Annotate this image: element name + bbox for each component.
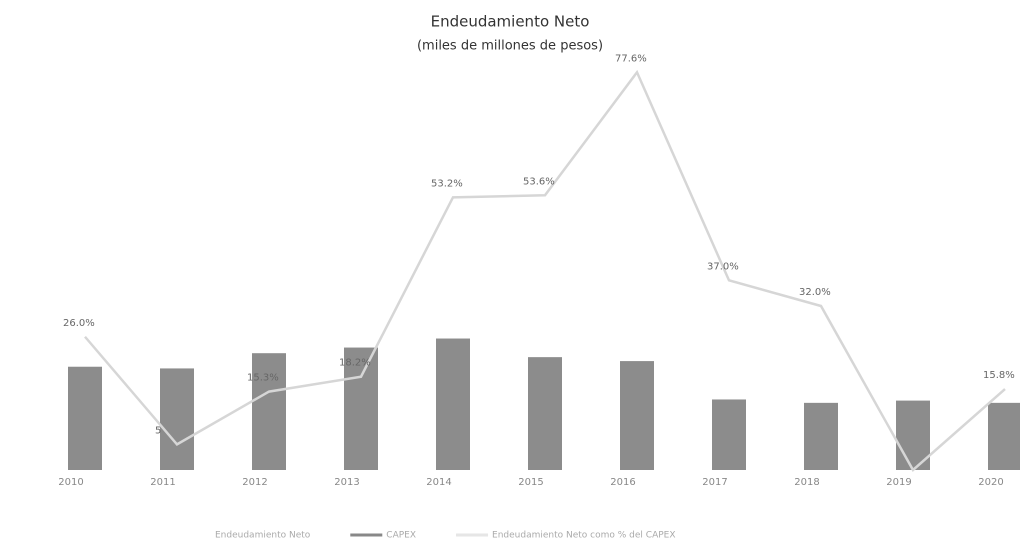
bar: [712, 399, 746, 470]
x-tick-label: 2018: [794, 477, 819, 488]
x-tick-label: 2015: [518, 477, 543, 488]
x-tick-label: 2013: [334, 477, 359, 488]
bar: [620, 361, 654, 470]
data-label: 77.6%: [615, 53, 647, 64]
bar: [436, 338, 470, 470]
data-label: 37.0%: [707, 261, 739, 272]
bar: [804, 402, 838, 470]
bar: [988, 402, 1020, 470]
data-label: 18.2%: [339, 358, 371, 369]
data-label: 15.8%: [983, 370, 1015, 381]
bar: [160, 368, 194, 470]
bar: [252, 353, 286, 470]
x-tick-label: 2012: [242, 477, 267, 488]
x-tick-label: 2011: [150, 477, 175, 488]
data-label: 26.0%: [63, 318, 95, 329]
legend-label: CAPEX: [386, 531, 416, 541]
data-label: 32.0%: [799, 287, 831, 298]
bar: [68, 366, 102, 470]
chart-subtitle: (miles de millones de pesos): [417, 39, 603, 54]
x-tick-label: 2014: [426, 477, 451, 488]
x-tick-label: 2010: [58, 477, 83, 488]
bar: [528, 357, 562, 470]
legend-label: Endeudamiento Neto: [215, 531, 311, 541]
line-series: [84, 69, 1006, 472]
bar: [344, 347, 378, 470]
x-tick-label: 2020: [978, 477, 1003, 488]
x-tick-label: 2017: [702, 477, 727, 488]
data-label: 15.3%: [247, 373, 279, 384]
legend-label: Endeudamiento Neto como % del CAPEX: [492, 531, 675, 541]
x-tick-label: 2019: [886, 477, 911, 488]
chart-title: Endeudamiento Neto: [431, 13, 590, 31]
data-label: 5: [155, 425, 161, 436]
data-label: 53.6%: [523, 176, 555, 187]
data-label: 53.2%: [431, 178, 463, 189]
x-tick-label: 2016: [610, 477, 635, 488]
